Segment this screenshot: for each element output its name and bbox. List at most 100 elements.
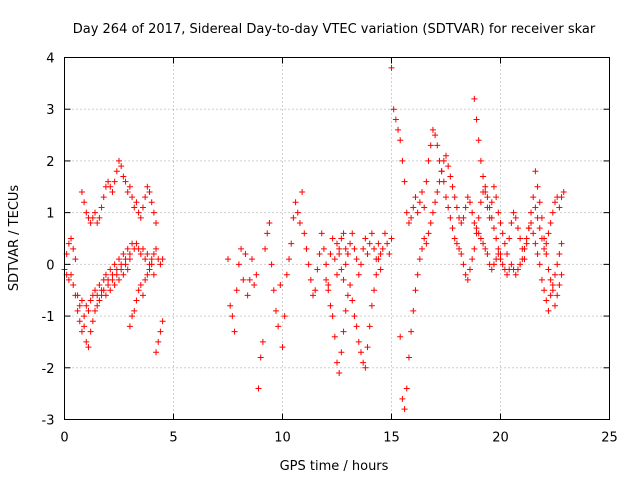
data-point [495, 245, 502, 252]
data-point [89, 214, 96, 221]
data-point [305, 261, 312, 268]
data-point [360, 359, 367, 366]
data-point [451, 235, 458, 242]
data-point [556, 282, 563, 289]
data-point [547, 292, 554, 299]
data-point [514, 225, 521, 232]
data-point [429, 126, 436, 133]
data-point [325, 287, 332, 294]
data-point [379, 245, 386, 252]
data-point [469, 209, 476, 216]
data-point [388, 64, 395, 71]
data-point [429, 209, 436, 216]
data-point [279, 344, 286, 351]
series-track-g [334, 230, 384, 278]
data-point [111, 282, 118, 289]
data-point [449, 183, 456, 190]
data-point [538, 276, 545, 283]
data-point [436, 178, 443, 185]
data-point [488, 266, 495, 273]
data-point [303, 245, 310, 252]
data-point [475, 230, 482, 237]
data-point [549, 282, 556, 289]
data-point [440, 157, 447, 164]
data-point [549, 287, 556, 294]
data-point [495, 209, 502, 216]
data-point [133, 199, 140, 206]
data-point [340, 276, 347, 283]
data-point [482, 183, 489, 190]
data-point [98, 204, 105, 211]
data-point [331, 333, 338, 340]
data-point [362, 364, 369, 371]
data-point [434, 142, 441, 149]
data-point [227, 302, 234, 309]
data-point [528, 219, 535, 226]
data-point [124, 188, 131, 195]
data-point [150, 209, 157, 216]
x-tick-label: 15 [383, 431, 400, 446]
series-track-k [532, 168, 565, 309]
data-point [347, 282, 354, 289]
data-point [142, 276, 149, 283]
data-point [416, 199, 423, 206]
data-point [150, 271, 157, 278]
data-point [364, 344, 371, 351]
data-point [105, 282, 112, 289]
data-point [434, 188, 441, 195]
data-point [109, 276, 116, 283]
series-track-a [61, 240, 166, 335]
data-point [76, 318, 83, 325]
data-point [493, 235, 500, 242]
data-point [517, 261, 524, 268]
data-point [357, 261, 364, 268]
data-point [139, 292, 146, 299]
data-point [528, 209, 535, 216]
data-point [554, 261, 561, 268]
series-track-i [397, 152, 565, 413]
data-point [427, 142, 434, 149]
data-point [475, 214, 482, 221]
data-point [392, 116, 399, 123]
data-point [532, 240, 539, 247]
x-tick-label: 5 [169, 431, 177, 446]
data-point [375, 240, 382, 247]
data-point [264, 230, 271, 237]
data-point [294, 209, 301, 216]
data-point [105, 178, 112, 185]
data-point [486, 214, 493, 221]
data-point [148, 256, 155, 263]
data-point [466, 266, 473, 273]
data-point [81, 323, 88, 330]
y-tick-labels: -3 -2 -1 0 1 2 3 4 [42, 52, 55, 429]
data-point [107, 287, 114, 294]
data-point [96, 282, 103, 289]
data-point [327, 302, 334, 309]
data-point [275, 323, 282, 330]
data-point [338, 235, 345, 242]
data-point [493, 194, 500, 201]
data-point [102, 292, 109, 299]
series-track-j [471, 95, 567, 263]
data-point [349, 297, 356, 304]
data-point [116, 157, 122, 164]
data-point [414, 209, 421, 216]
data-point [296, 219, 303, 226]
data-point [78, 328, 85, 335]
data-point [251, 282, 258, 289]
data-point [366, 240, 373, 247]
data-point [556, 204, 563, 211]
series-track-e [225, 188, 351, 392]
data-point [366, 323, 373, 330]
data-point [323, 276, 330, 283]
data-point [536, 225, 543, 232]
data-point [558, 194, 565, 201]
x-tick-label: 20 [492, 431, 509, 446]
data-point [423, 240, 430, 247]
data-point [94, 219, 101, 226]
data-point [336, 245, 343, 252]
data-point [499, 230, 506, 237]
data-point [469, 256, 476, 263]
data-point [100, 194, 107, 201]
data-point [144, 183, 151, 190]
